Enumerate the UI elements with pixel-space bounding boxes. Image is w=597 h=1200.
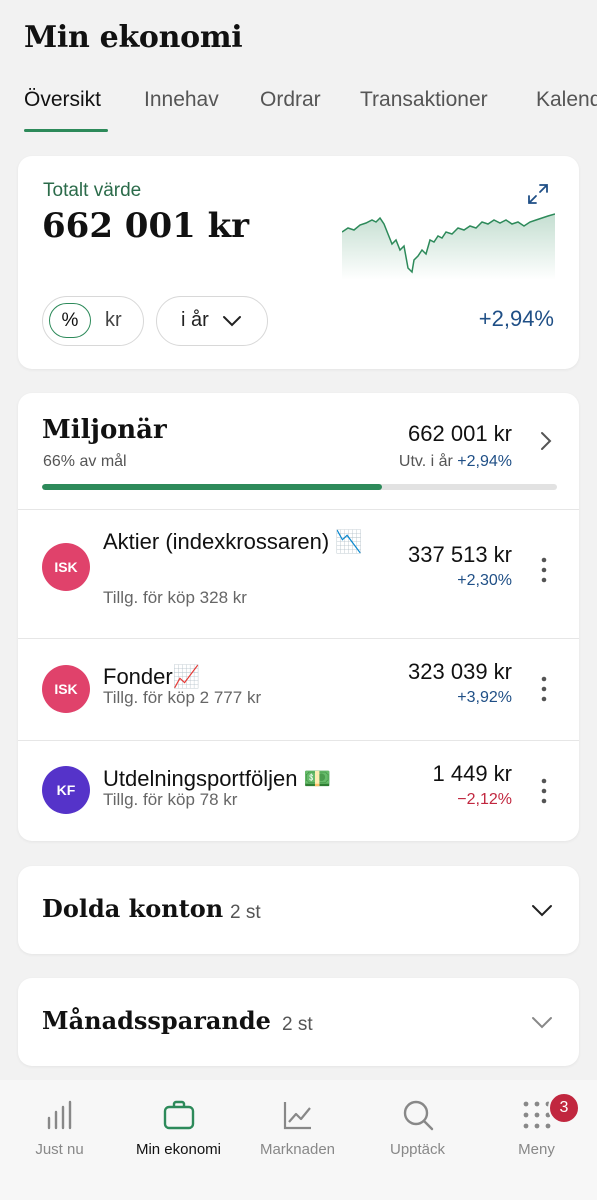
- line-chart-icon: [283, 1102, 311, 1130]
- expand-icon[interactable]: [526, 182, 550, 206]
- chevron-down-icon[interactable]: [530, 900, 554, 920]
- account-name: Fonder📈: [103, 664, 201, 689]
- more-options-icon[interactable]: [538, 675, 550, 703]
- unit-kr-option[interactable]: kr: [105, 309, 122, 331]
- notification-badge: 3: [548, 1092, 580, 1124]
- divider: [18, 638, 579, 639]
- chevron-right-icon[interactable]: [536, 429, 556, 453]
- active-tab-indicator: [24, 129, 108, 132]
- account-group-card: Miljonär 66% av mål 662 001 kr Utv. i år…: [18, 393, 579, 841]
- group-goal: 66% av mål: [43, 453, 127, 470]
- divider: [18, 509, 579, 510]
- total-sparkline-chart: [342, 213, 555, 280]
- period-selector[interactable]: i år: [156, 296, 268, 346]
- chevron-down-icon: [223, 316, 241, 327]
- monthly-savings-count: 2 st: [282, 1014, 313, 1035]
- tab-transaktioner[interactable]: Transaktioner: [360, 88, 488, 111]
- grid-dots-icon: [523, 1101, 551, 1129]
- nav-label: Upptäck: [389, 1141, 446, 1158]
- more-options-icon[interactable]: [538, 556, 550, 584]
- page-title: Min ekonomi: [24, 20, 243, 55]
- tab-innehav[interactable]: Innehav: [144, 88, 219, 111]
- nav-min-ekonomi[interactable]: Min ekonomi: [119, 1080, 238, 1180]
- goal-progress-fill: [42, 484, 382, 490]
- unit-percent-option[interactable]: %: [49, 303, 91, 338]
- total-value: 662 001 kr: [42, 206, 250, 246]
- account-available: Tillg. för köp 78 kr: [103, 790, 238, 809]
- account-type-badge: ISK: [42, 665, 90, 713]
- hidden-accounts-count: 2 st: [230, 902, 261, 923]
- account-row[interactable]: ISK Aktier (indexkrossaren) 📉 Tillg. för…: [18, 510, 579, 638]
- goal-progress-bar: [42, 484, 557, 490]
- account-type-badge: KF: [42, 766, 90, 814]
- bar-chart-icon: [47, 1100, 72, 1130]
- nav-label: Marknaden: [259, 1141, 336, 1158]
- account-row[interactable]: ISK Fonder📈 Tillg. för köp 2 777 kr 323 …: [18, 639, 579, 739]
- monthly-savings-title: Månadssparande: [42, 1006, 271, 1035]
- group-name[interactable]: Miljonär: [42, 415, 167, 445]
- tab-bar: Översikt Innehav Ordrar Transaktioner Ka…: [24, 88, 597, 138]
- account-change: +2,30%: [457, 572, 512, 589]
- header: Min ekonomi Översikt Innehav Ordrar Tran…: [0, 0, 597, 150]
- nav-upptack[interactable]: Upptäck: [358, 1080, 477, 1180]
- group-development: Utv. i år +2,94%: [399, 453, 512, 471]
- nav-marknaden[interactable]: Marknaden: [238, 1080, 357, 1180]
- chevron-down-icon[interactable]: [530, 1012, 554, 1032]
- account-value: 323 039 kr: [408, 659, 512, 684]
- bottom-navigation: Just nu Min ekonomi Marknaden Upptäck 3 …: [0, 1080, 597, 1200]
- nav-label: Meny: [518, 1141, 555, 1158]
- hidden-accounts-title: Dolda konton: [42, 894, 224, 923]
- nav-just-nu[interactable]: Just nu: [0, 1080, 119, 1180]
- divider: [18, 740, 579, 741]
- nav-label: Just nu: [35, 1141, 84, 1158]
- group-dev-label: Utv. i år: [398, 453, 453, 470]
- tab-oversikt[interactable]: Översikt: [24, 88, 102, 111]
- group-dev-value: +2,94%: [457, 453, 512, 470]
- account-row[interactable]: KF Utdelningsportföljen 💵 Tillg. för köp…: [18, 741, 579, 841]
- group-value: 662 001 kr: [408, 421, 512, 446]
- account-available: Tillg. för köp 2 777 kr: [103, 688, 262, 707]
- total-value-label: Totalt värde: [43, 180, 142, 201]
- tab-ordrar[interactable]: Ordrar: [260, 88, 321, 111]
- briefcase-icon: [163, 1100, 195, 1130]
- account-name: Utdelningsportföljen 💵: [103, 766, 331, 791]
- tab-kalender[interactable]: Kalender: [536, 88, 597, 111]
- nav-meny[interactable]: 3 Meny: [477, 1080, 596, 1180]
- hidden-accounts-section[interactable]: Dolda konton 2 st: [18, 866, 579, 954]
- account-type-badge: ISK: [42, 543, 90, 591]
- account-value: 337 513 kr: [408, 542, 512, 567]
- nav-label: Min ekonomi: [135, 1141, 222, 1158]
- unit-toggle[interactable]: % kr: [42, 296, 144, 346]
- account-value: 1 449 kr: [432, 761, 513, 786]
- more-options-icon[interactable]: [538, 777, 550, 805]
- account-name: Aktier (indexkrossaren) 📉: [103, 529, 363, 554]
- total-value-card[interactable]: Totalt värde 662 001 kr % kr i år +2,94%: [18, 156, 579, 369]
- period-label: i år: [181, 309, 209, 331]
- search-icon: [403, 1100, 434, 1131]
- total-change: +2,94%: [478, 306, 554, 331]
- account-available: Tillg. för köp 328 kr: [103, 588, 247, 607]
- account-change: −2,12%: [457, 791, 512, 808]
- monthly-savings-section[interactable]: Månadssparande 2 st: [18, 978, 579, 1066]
- account-change: +3,92%: [457, 689, 512, 706]
